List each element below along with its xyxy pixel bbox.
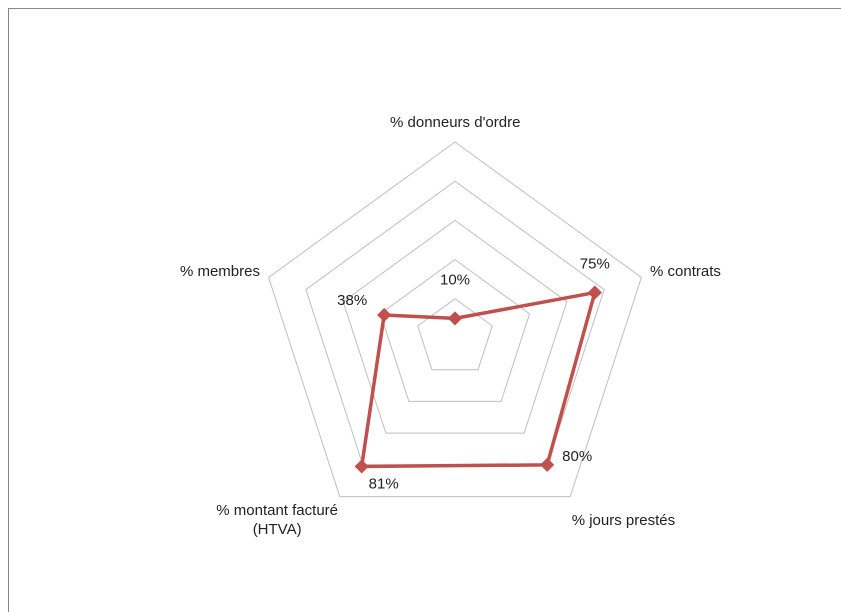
grid-ring xyxy=(268,141,642,498)
data-label: 80% xyxy=(562,448,592,465)
category-label: % contrats xyxy=(650,262,721,280)
category-label: % membres xyxy=(179,262,260,280)
data-label: 81% xyxy=(369,475,399,492)
data-label: 10% xyxy=(440,271,470,288)
category-label: % montant facturé (HTVA) xyxy=(216,502,338,539)
data-marker xyxy=(447,311,463,326)
data-label: 75% xyxy=(580,256,610,273)
grid-ring xyxy=(342,219,568,434)
data-label: 38% xyxy=(337,292,367,309)
chart-frame xyxy=(8,8,841,612)
grid-ring xyxy=(379,258,531,402)
data-marker xyxy=(540,457,555,472)
category-label: % jours prestés xyxy=(571,511,676,529)
category-label: % donneurs d'ordre xyxy=(390,113,521,131)
data-marker xyxy=(377,307,392,323)
data-marker xyxy=(587,285,602,300)
grid-ring xyxy=(417,298,493,371)
data-marker xyxy=(354,459,369,474)
data-line xyxy=(359,290,597,469)
